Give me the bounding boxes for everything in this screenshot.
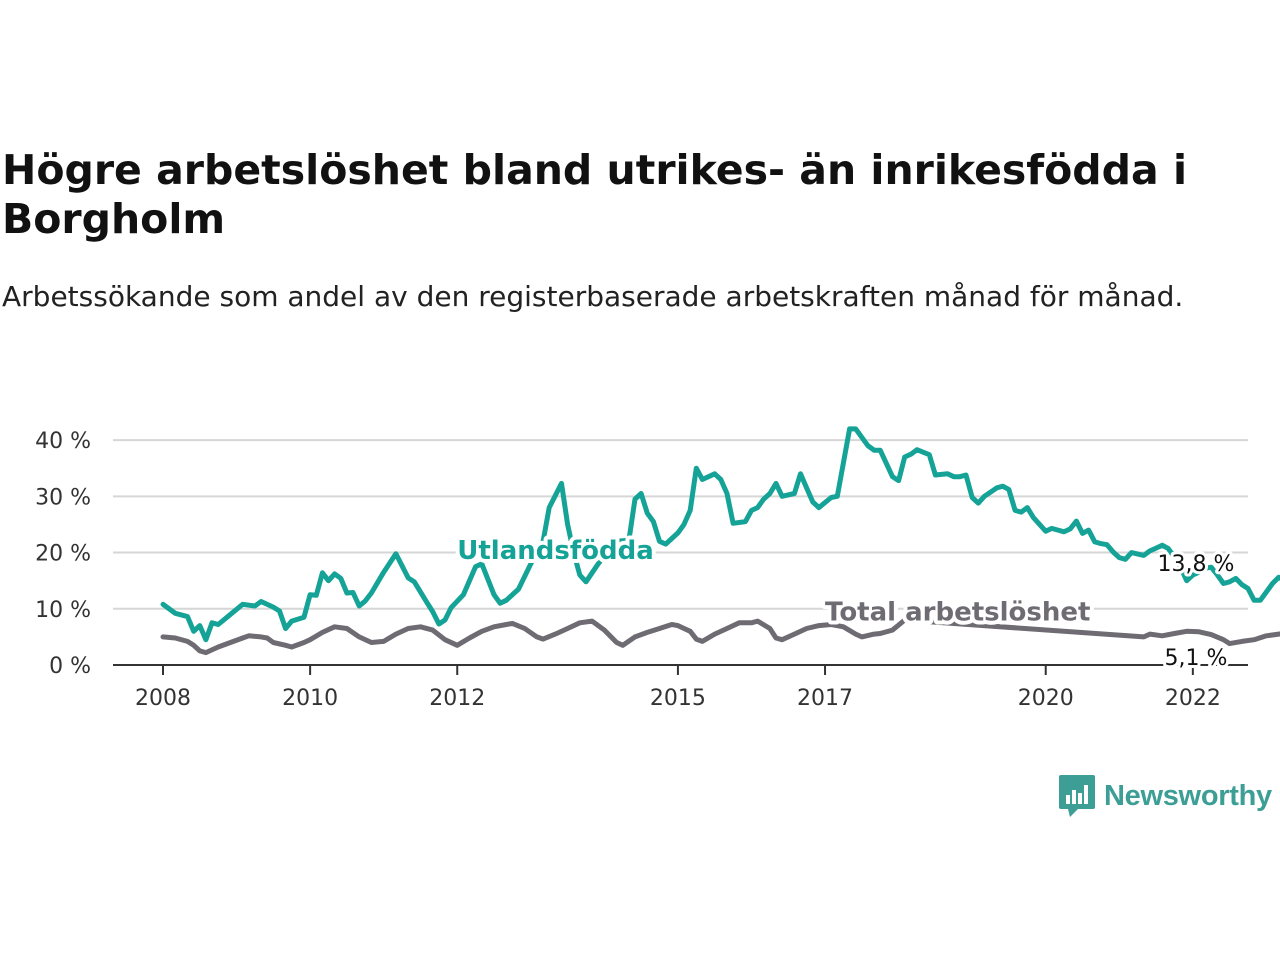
y-tick-label: 0 % [49,654,91,679]
series-line [160,426,1280,643]
series-labels: Utlandsfödda Total arbetslöshet 13,8 % 5,1 … [453,532,1237,674]
x-tick-label: 2010 [282,686,338,711]
x-tick-label: 2012 [429,686,485,711]
x-axis: 20082010201220152017202020222024 [113,664,1248,711]
brand: Newsworthy [1058,774,1272,818]
x-tick-label: 2015 [650,686,706,711]
grid-lines [113,439,1248,610]
y-axis: 0 % 10 % 20 % 30 % 40 % [35,429,91,679]
newsworthy-logo-icon [1059,775,1095,817]
y-tick-label: 20 % [35,542,91,567]
y-tick-label: 40 % [35,429,91,454]
x-tick-label: 2020 [1018,686,1074,711]
x-tick-label: 2022 [1165,686,1221,711]
series-name-label: Utlandsfödda [457,536,654,566]
y-tick-label: 30 % [35,485,91,510]
x-tick-label: 2008 [135,686,191,711]
series-end-value-label: 13,8 % [1158,552,1235,577]
y-tick-label: 10 % [35,598,91,623]
x-tick-label: 2017 [797,686,853,711]
series-line [160,617,1280,656]
series-name-label: Total arbetslöshet [825,598,1090,628]
brand-name: Newsworthy [1104,779,1272,812]
chart-title: Högre arbetslöshet bland utrikes- än inr… [2,146,1187,243]
series-end-value-label: 5,1 % [1165,646,1228,671]
chart-subtitle: Arbetssökande som andel av den registerb… [2,280,1184,313]
series-layer [160,426,1280,656]
